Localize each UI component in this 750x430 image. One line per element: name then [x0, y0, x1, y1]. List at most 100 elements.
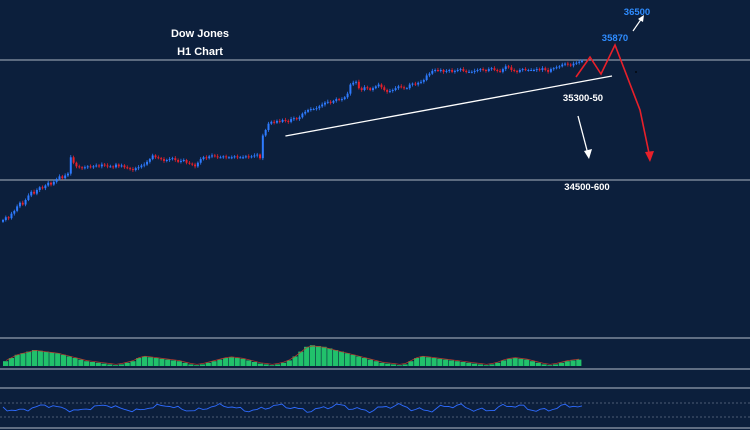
- candle-body: [326, 101, 329, 103]
- candle-body: [123, 165, 126, 168]
- candle-body: [16, 206, 19, 211]
- histogram-bar: [55, 353, 61, 366]
- candle-body: [479, 69, 482, 71]
- candle-body: [501, 69, 504, 72]
- up-arrow-head: [638, 15, 644, 22]
- histogram-bar: [292, 356, 298, 366]
- candle: [188, 161, 191, 165]
- candle-body: [530, 70, 533, 71]
- candle-body: [507, 66, 510, 68]
- histogram-bar: [205, 362, 211, 366]
- candle-body: [414, 83, 417, 85]
- candle: [318, 104, 321, 111]
- candle-body: [518, 70, 521, 72]
- histogram-bar: [361, 358, 368, 366]
- candle: [52, 179, 55, 186]
- candle-body: [493, 68, 496, 70]
- candle-body: [436, 70, 439, 71]
- candle-body: [371, 88, 374, 90]
- histogram-bar: [95, 362, 101, 366]
- candle: [386, 88, 389, 94]
- histogram-bar: [327, 348, 333, 366]
- candle: [549, 67, 552, 74]
- candle-body: [355, 81, 358, 83]
- candle-body: [38, 187, 41, 190]
- candle: [86, 165, 89, 169]
- candle-body: [18, 202, 21, 207]
- chart-title-line2: H1 Chart: [177, 46, 223, 58]
- candle: [196, 161, 199, 168]
- histogram-bar: [280, 362, 287, 366]
- candle: [309, 107, 312, 112]
- histogram-bar: [321, 346, 327, 366]
- candle: [66, 172, 69, 177]
- candle: [174, 156, 177, 162]
- level-label-35300-50: 35300-50: [563, 93, 603, 104]
- candle: [222, 155, 225, 159]
- candle: [106, 163, 109, 169]
- candle-body: [225, 156, 228, 158]
- candle: [284, 117, 287, 123]
- candle: [120, 163, 123, 168]
- candle: [340, 97, 343, 102]
- candle: [484, 68, 487, 73]
- histogram-bar: [60, 354, 67, 366]
- candle: [61, 174, 64, 180]
- candle: [287, 119, 290, 124]
- chart-title-line1: Dow Jones: [171, 28, 229, 40]
- histogram-bar: [14, 354, 20, 366]
- candle: [259, 153, 262, 160]
- candle-body: [332, 100, 335, 103]
- candle: [578, 59, 581, 65]
- candle: [177, 158, 180, 164]
- candle: [411, 82, 414, 87]
- candle: [151, 153, 154, 161]
- candle: [312, 107, 315, 111]
- candle-body: [451, 70, 454, 72]
- candle: [408, 82, 411, 90]
- candle: [507, 64, 510, 69]
- candle: [273, 119, 276, 125]
- candle-body: [504, 66, 507, 70]
- histogram-bar: [89, 362, 96, 366]
- candle-body: [21, 202, 24, 205]
- candle-body: [55, 179, 58, 182]
- candle-body: [340, 99, 343, 101]
- projection-group: [575, 15, 654, 162]
- histogram-bar: [564, 361, 570, 366]
- candle: [468, 69, 471, 73]
- histogram-bar: [159, 358, 165, 366]
- histogram-bar: [199, 364, 206, 366]
- candle: [244, 154, 247, 159]
- histogram-indicator: [3, 345, 582, 366]
- candle-body: [321, 104, 324, 107]
- candle-body: [566, 63, 569, 65]
- candle: [343, 96, 346, 101]
- candle: [148, 158, 151, 164]
- histogram-bar: [350, 354, 356, 366]
- candle-body: [405, 88, 408, 90]
- candle-body: [30, 191, 33, 196]
- candle-body: [278, 120, 281, 122]
- candle-body: [538, 69, 541, 71]
- candle-body: [47, 182, 50, 186]
- candle: [64, 173, 67, 180]
- candle-body: [572, 63, 575, 66]
- histogram-bar: [66, 356, 72, 366]
- candle: [171, 156, 174, 161]
- candle-body: [247, 156, 250, 158]
- candle-body: [357, 81, 360, 89]
- candle-body: [352, 82, 355, 85]
- candle: [233, 155, 236, 159]
- candle-body: [157, 157, 160, 159]
- candle-body: [120, 165, 123, 167]
- histogram-bar: [240, 358, 246, 366]
- histogram-bar: [431, 358, 437, 366]
- candle: [504, 64, 507, 72]
- candle: [323, 101, 326, 107]
- histogram-bar: [257, 363, 263, 366]
- candle: [496, 68, 499, 73]
- candle: [131, 167, 134, 172]
- candle-body: [4, 217, 7, 220]
- candle: [211, 153, 214, 159]
